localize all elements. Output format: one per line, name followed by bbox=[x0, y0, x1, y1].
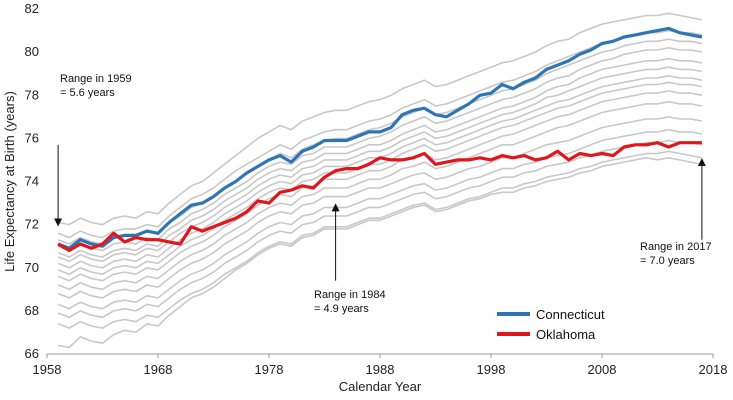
series-line-connecticut bbox=[57, 26, 703, 250]
x-axis-title: Calendar Year bbox=[339, 379, 422, 394]
x-tick-label-2: 1978 bbox=[255, 362, 284, 377]
annotations-group: Range in 1959 = 5.6 years Range in 1984 = 4… bbox=[54, 73, 712, 315]
x-tick-label-5: 2008 bbox=[588, 362, 617, 377]
legend-label-oklahoma: Oklahoma bbox=[536, 327, 596, 342]
background-state-line-15 bbox=[57, 157, 703, 349]
x-tick-label-3: 1988 bbox=[366, 362, 395, 377]
x-tick-label-6: 2018 bbox=[699, 362, 728, 377]
series-line-oklahoma bbox=[57, 141, 702, 253]
background-state-line-12 bbox=[57, 128, 703, 310]
axes-group: 1958 1968 1978 1988 1998 2008 2018 66 68 70 72 74 76… bbox=[2, 1, 727, 394]
y-tick-label-2: 70 bbox=[25, 260, 39, 275]
highlight-series-group bbox=[57, 26, 703, 253]
y-tick-label-8: 82 bbox=[25, 1, 39, 16]
y-axis-title: Life Expectancy at Birth (years) bbox=[2, 91, 17, 272]
background-state-line-9 bbox=[57, 90, 703, 282]
y-tick-label-5: 76 bbox=[25, 130, 39, 145]
x-tick-label-1: 1968 bbox=[144, 362, 173, 377]
background-state-line-1 bbox=[57, 12, 703, 226]
x-tick-label-4: 1998 bbox=[477, 362, 506, 377]
y-tick-label-1: 68 bbox=[25, 303, 39, 318]
legend-label-connecticut: Connecticut bbox=[536, 307, 605, 322]
annotation-text-1984-line-1: Range in 1984 bbox=[314, 289, 386, 301]
y-tick-label-7: 80 bbox=[25, 44, 39, 59]
background-state-line-5 bbox=[57, 57, 703, 258]
y-tick-label-6: 78 bbox=[25, 87, 39, 102]
y-tick-label-4: 74 bbox=[25, 174, 39, 189]
annotation-text-1959-line-2: = 5.6 years bbox=[60, 87, 115, 99]
legend: Connecticut Oklahoma bbox=[497, 307, 605, 342]
x-tick-label-0: 1958 bbox=[33, 362, 62, 377]
y-tick-label-3: 72 bbox=[25, 217, 39, 232]
y-tick-label-0: 66 bbox=[25, 346, 39, 361]
annotation-text-2017-line-2: = 7.0 years bbox=[640, 255, 695, 267]
background-state-line-4 bbox=[57, 47, 703, 252]
background-state-line-10 bbox=[57, 100, 703, 291]
background-state-line-6 bbox=[57, 66, 703, 263]
annotation-text-1959-line-1: Range in 1959 bbox=[60, 73, 132, 85]
background-state-line-11 bbox=[57, 116, 703, 299]
background-state-line-8 bbox=[57, 81, 703, 275]
annotation-text-1984-line-2: = 4.9 years bbox=[314, 303, 369, 315]
background-state-line-14 bbox=[57, 150, 703, 329]
annotation-text-2017-line-1: Range in 2017 bbox=[640, 241, 712, 253]
